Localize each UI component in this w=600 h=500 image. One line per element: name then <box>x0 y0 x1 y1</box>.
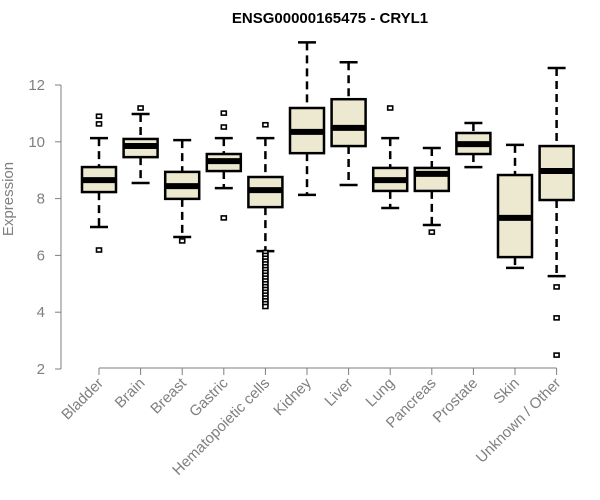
x-tick-label: Breast <box>147 374 190 417</box>
y-axis-title: Expression <box>0 162 17 236</box>
outlier-point <box>220 215 228 221</box>
box-group <box>163 138 201 244</box>
box-group <box>80 113 118 253</box>
box-group <box>371 105 409 210</box>
boxes <box>80 41 575 358</box>
x-tick-label: Bladder <box>58 375 107 424</box>
outlier-point <box>95 247 103 253</box>
box-group <box>247 121 284 310</box>
box-group <box>205 110 243 221</box>
box <box>330 97 367 148</box>
box-group <box>496 143 534 270</box>
y-tick-label: 8 <box>37 191 45 208</box>
outlier-point <box>178 238 186 244</box>
outlier-point <box>95 113 103 120</box>
x-tick-label: Prostate <box>430 375 482 427</box>
y-axis: 2 4 6 8 10 12 <box>28 77 62 378</box>
chart-title: ENSG00000165475 - CRYL1 <box>232 10 428 27</box>
x-tick-label: Liver <box>321 375 356 410</box>
y-tick-label: 10 <box>28 134 45 151</box>
outlier-point <box>553 284 560 290</box>
outlier-point <box>262 121 269 128</box>
box-group <box>413 146 451 235</box>
y-tick-label: 12 <box>28 77 45 94</box>
x-tick-label: Brain <box>112 375 149 412</box>
x-tick-label: Lung <box>362 375 398 411</box>
box-group <box>538 66 575 358</box>
x-tick-label: Kidney <box>270 374 315 419</box>
y-tick-label: 6 <box>37 247 45 264</box>
outlier-point <box>386 105 394 111</box>
outlier-point <box>262 303 269 310</box>
outlier-point <box>553 315 560 321</box>
x-tick-label: Skin <box>490 375 523 408</box>
outlier-point <box>220 124 228 130</box>
outlier-point <box>553 352 560 358</box>
box-group <box>122 105 159 185</box>
box-group <box>455 121 492 169</box>
box-group <box>288 41 326 197</box>
y-tick-label: 4 <box>37 304 45 321</box>
outlier-point <box>137 105 144 111</box>
y-tick-label: 2 <box>37 361 45 378</box>
box-group <box>330 61 367 187</box>
outlier-point <box>428 229 436 235</box>
outlier-point <box>95 121 103 127</box>
outlier-point <box>220 110 228 116</box>
